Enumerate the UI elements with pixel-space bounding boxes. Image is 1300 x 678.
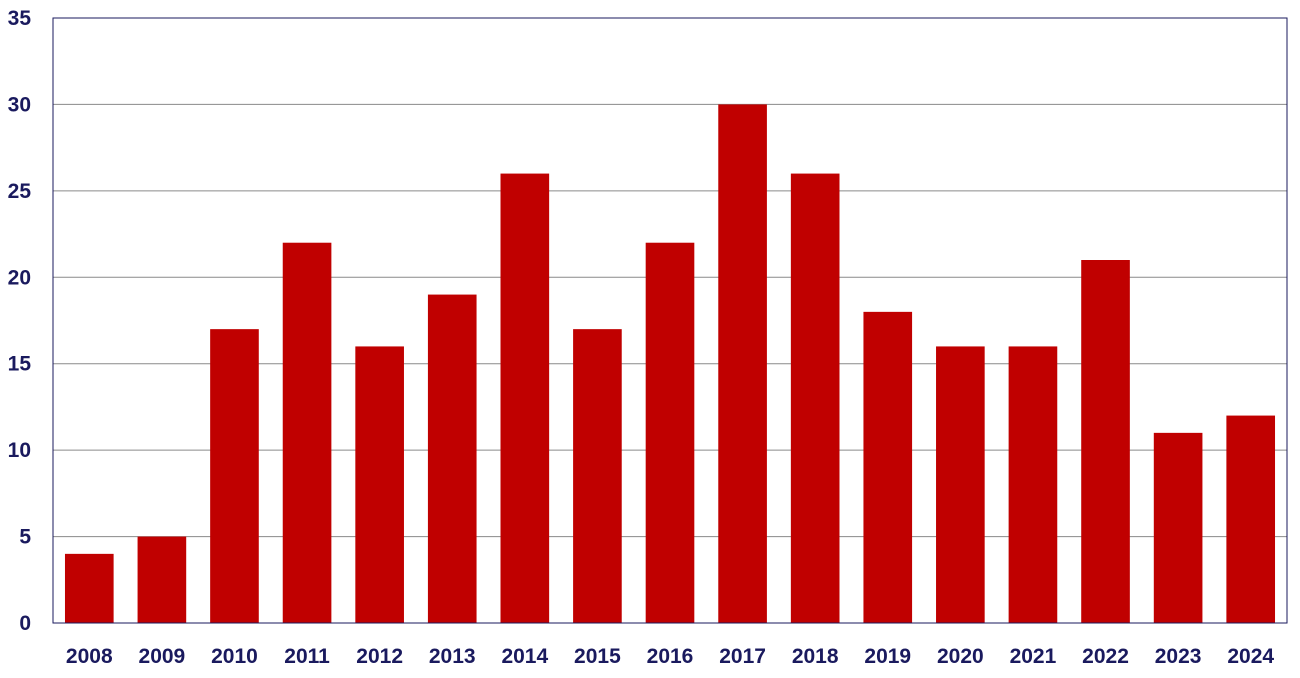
y-tick-label: 0 xyxy=(19,612,31,635)
x-tick-label: 2020 xyxy=(937,645,984,668)
y-tick-label: 10 xyxy=(8,439,31,462)
y-tick-label: 35 xyxy=(8,7,32,30)
bar-series xyxy=(64,104,1276,624)
bar-2011 xyxy=(282,242,332,623)
bar-2010 xyxy=(210,329,259,623)
bar-2009 xyxy=(137,536,187,623)
y-axis-ticks: 0 5 10 15 20 25 30 35 xyxy=(8,7,32,635)
bar-2019 xyxy=(863,311,913,623)
x-tick-label: 2023 xyxy=(1155,645,1202,668)
x-tick-label: 2015 xyxy=(574,645,621,668)
bar-2024 xyxy=(1226,415,1276,623)
bar-2020 xyxy=(936,346,985,623)
bar-2008 xyxy=(64,553,114,623)
y-tick-label: 30 xyxy=(8,93,31,116)
bar-2015 xyxy=(573,329,622,623)
y-tick-label: 5 xyxy=(19,526,31,549)
x-axis-ticks: 2008 2009 2010 2011 2012 2013 2014 2015 2016 2017… xyxy=(66,645,1274,668)
bar-2017 xyxy=(718,104,767,623)
bar-2012 xyxy=(355,346,404,623)
x-tick-label: 2010 xyxy=(211,645,258,668)
x-tick-label: 2014 xyxy=(501,645,548,668)
x-tick-label: 2021 xyxy=(1010,645,1057,668)
bar-2016 xyxy=(645,242,695,623)
x-tick-label: 2024 xyxy=(1227,645,1274,668)
x-tick-label: 2018 xyxy=(792,645,839,668)
bar-2021 xyxy=(1008,346,1058,623)
y-tick-label: 15 xyxy=(8,353,32,376)
y-tick-label: 20 xyxy=(8,266,31,289)
x-tick-label: 2012 xyxy=(356,645,403,668)
x-tick-label: 2016 xyxy=(647,645,694,668)
bar-2022 xyxy=(1081,260,1130,623)
x-tick-label: 2008 xyxy=(66,645,113,668)
bar-2018 xyxy=(790,173,840,624)
x-tick-label: 2011 xyxy=(284,645,330,668)
x-tick-label: 2009 xyxy=(139,645,186,668)
x-tick-label: 2013 xyxy=(429,645,476,668)
plot-area-frame xyxy=(52,17,1288,624)
bar-2014 xyxy=(500,173,550,624)
x-tick-label: 2022 xyxy=(1082,645,1129,668)
bar-2023 xyxy=(1153,432,1203,623)
x-tick-label: 2019 xyxy=(864,645,911,668)
bar-2013 xyxy=(427,294,477,623)
x-tick-label: 2017 xyxy=(719,645,766,668)
y-tick-label: 25 xyxy=(8,180,32,203)
